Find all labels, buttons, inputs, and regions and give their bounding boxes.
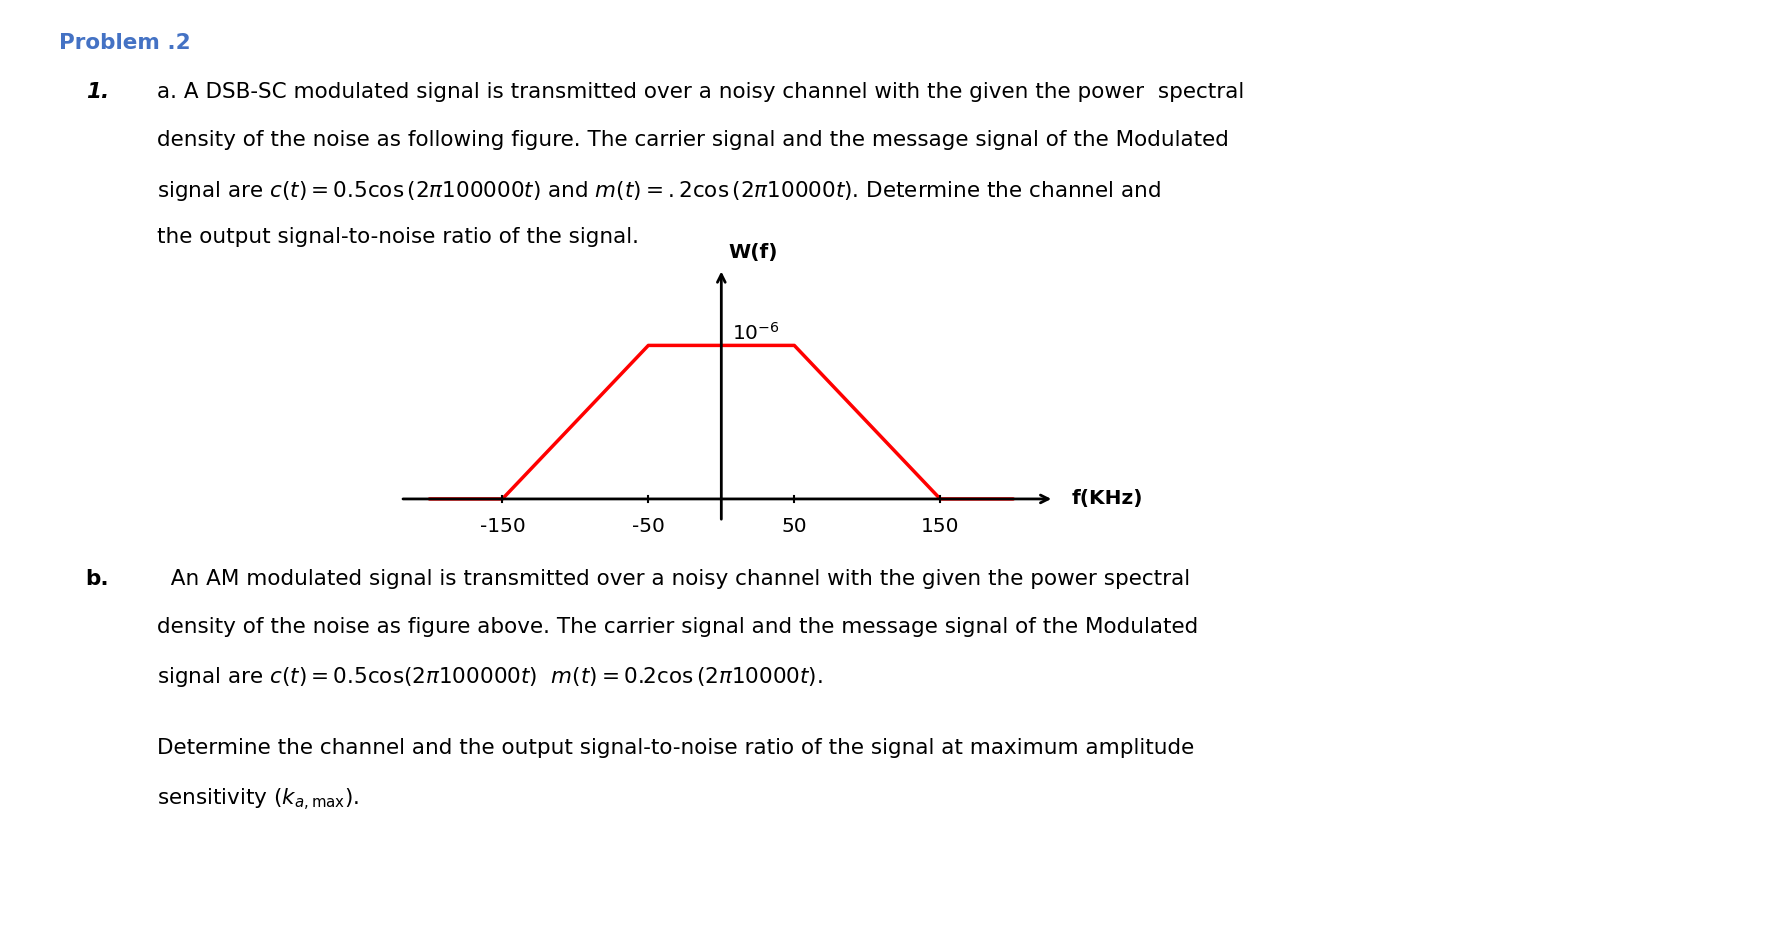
Text: 1.: 1. xyxy=(86,82,109,102)
Text: the output signal-to-noise ratio of the signal.: the output signal-to-noise ratio of the … xyxy=(157,227,639,247)
Text: signal are $c(t) = 0.5\cos\left(2\pi100000t\right)$ and $m(t) = .2\cos\left(2\pi: signal are $c(t) = 0.5\cos\left(2\pi1000… xyxy=(157,179,1161,203)
Text: -150: -150 xyxy=(479,517,525,537)
Text: signal are $c(t) = 0.5\cos(2\pi100000t)$  $m(t) = 0.2\cos\left(2\pi10000t\right): signal are $c(t) = 0.5\cos(2\pi100000t)$… xyxy=(157,665,823,690)
Text: 150: 150 xyxy=(922,517,959,537)
Text: Problem .2: Problem .2 xyxy=(59,33,191,52)
Text: density of the noise as following figure. The carrier signal and the message sig: density of the noise as following figure… xyxy=(157,130,1229,150)
Text: density of the noise as figure above. The carrier signal and the message signal : density of the noise as figure above. Th… xyxy=(157,617,1198,637)
Text: f(KHz): f(KHz) xyxy=(1072,489,1143,509)
Text: 50: 50 xyxy=(782,517,807,537)
Text: Determine the channel and the output signal-to-noise ratio of the signal at maxi: Determine the channel and the output sig… xyxy=(157,738,1195,758)
Text: W(f): W(f) xyxy=(729,243,779,263)
Text: -50: -50 xyxy=(632,517,664,537)
Text: b.: b. xyxy=(86,569,109,588)
Text: An AM modulated signal is transmitted over a noisy channel with the given the po: An AM modulated signal is transmitted ov… xyxy=(157,569,1189,588)
Text: a. A DSB-SC modulated signal is transmitted over a noisy channel with the given : a. A DSB-SC modulated signal is transmit… xyxy=(157,82,1245,102)
Text: $10^{-6}$: $10^{-6}$ xyxy=(732,322,779,344)
Text: sensitivity ($k_{a,\mathrm{max}}$).: sensitivity ($k_{a,\mathrm{max}}$). xyxy=(157,787,359,813)
